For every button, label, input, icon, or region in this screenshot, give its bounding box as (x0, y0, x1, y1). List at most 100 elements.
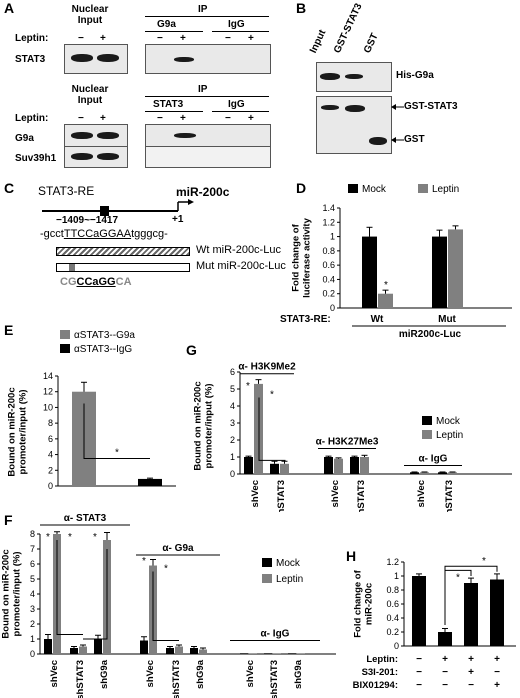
g-y-tick-label: 3 (230, 418, 235, 428)
a-bottom-band-2 (97, 132, 119, 139)
h-treatment-sign: − (416, 667, 422, 678)
a-top-ip-label: IP (198, 4, 208, 15)
f-y-tick-label: 8 (30, 529, 35, 539)
f-y-tick-label: 7 (30, 544, 35, 554)
g-significance-bracket (258, 397, 286, 462)
d-legend-label: Mock (362, 184, 387, 195)
h-treatment-sign: − (494, 667, 500, 678)
g-y-tick-label: 2 (230, 435, 235, 445)
e-y-tick-label: 12 (43, 387, 53, 397)
f-bar (175, 646, 183, 654)
h-bar (412, 576, 426, 646)
a-top-g9a-underline (145, 31, 203, 32)
g-bar (280, 463, 289, 474)
f-significance-star: * (93, 532, 97, 543)
d-y-label: Fold change ofluciferase activity (291, 217, 313, 297)
a-bottom-band-4 (71, 153, 93, 160)
b-row-gst-stat3: GST-STAT3 (404, 101, 458, 112)
a-top-nuclear-input-label: Nuclear Input (71, 4, 109, 26)
e-y-tick-label: 10 (43, 402, 53, 412)
h-y-label: Fold change ofmiR-200c (353, 569, 375, 637)
d-y-tick-label: 0.2 (322, 289, 335, 299)
f-significance-star: * (68, 532, 72, 543)
f-group-label: α- G9a (162, 543, 194, 554)
d-x-tick-label: Mut (438, 314, 456, 325)
panel-label-c: C (4, 180, 15, 196)
c-mut-site-marker (69, 264, 75, 271)
c-wt-label: Wt miR-200c-Luc (196, 244, 281, 256)
f-y-tick-label: 6 (30, 559, 35, 569)
f-significance-bracket (152, 571, 179, 641)
h-y-tick-label: 0.8 (386, 585, 399, 595)
f-x-tick-label: shSTAT3 (269, 660, 280, 698)
d-x-label: miR200c-Luc (399, 329, 462, 338)
a-top-sign-6: + (248, 33, 254, 44)
b-blot-gst (316, 96, 392, 154)
e-y-tick-label: 14 (43, 371, 53, 381)
c-mut-construct (56, 263, 190, 272)
g-legend-label: Leptin (436, 430, 463, 441)
c-mut-seq-a: CG (60, 276, 77, 288)
g-y-tick-label: 1 (230, 452, 235, 462)
d-y-tick-label: 0 (330, 303, 335, 313)
b-row-gst: GST (404, 134, 425, 145)
f-significance-star: * (142, 556, 146, 567)
g-bar (410, 472, 419, 474)
g-legend-swatch (422, 430, 432, 439)
b-arrowhead-gst (391, 137, 396, 143)
f-bar (240, 653, 248, 654)
b-band-4 (345, 105, 365, 112)
b-arrowhead-gst-stat3 (391, 104, 396, 110)
a-bottom-sign-4: + (180, 113, 186, 124)
d-bar (378, 293, 393, 308)
g-group-label: α- H3K9Me2 (238, 362, 296, 373)
f-significance-bracket (83, 549, 108, 640)
f-group-label: α- STAT3 (64, 513, 107, 524)
d-y-tick-label: 0.4 (322, 274, 335, 284)
d-group-prefix: STAT3-RE: (280, 314, 331, 325)
f-group-label: α- IgG (261, 629, 290, 640)
e-legend-label: αSTAT3--IgG (74, 344, 132, 355)
c-sequence: -gcctTTCCaGGAAtgggcg- (40, 228, 168, 240)
h-y-tick-label: 0.6 (386, 599, 399, 609)
f-bar (79, 646, 87, 654)
panel-label-a: A (4, 0, 15, 16)
f-y-tick-label: 0 (30, 649, 35, 659)
g-y-tick-label: 0 (230, 469, 235, 479)
b-band-5 (369, 137, 387, 145)
g-significance-star: * (246, 381, 250, 392)
g-x-tick-label: shVec (330, 480, 341, 507)
f-bar (264, 653, 272, 654)
h-treatment-sign: + (468, 654, 474, 665)
a-bottom-stat3-underline (145, 111, 203, 112)
a-bottom-blot-ip-suv (145, 146, 271, 168)
f-bar (166, 648, 174, 654)
a-bottom-ip-line (145, 96, 269, 97)
h-treatment-sign: + (494, 654, 500, 665)
c-stat3-re-box (100, 206, 109, 216)
a-bottom-row-g9a: G9a (15, 133, 34, 144)
a-top-sign-4: + (180, 33, 186, 44)
g-group-label: α- IgG (419, 454, 448, 465)
h-treatment-sign: − (442, 667, 448, 678)
d-legend-swatch (348, 184, 358, 193)
panel-label-d: D (296, 180, 307, 196)
e-significance-bracket (83, 403, 150, 459)
a-bottom-blot-input-suv (64, 146, 128, 168)
f-y-tick-label: 1 (30, 634, 35, 644)
b-lane-input: Input (308, 28, 329, 55)
b-band-2 (345, 74, 363, 79)
b-row-his-g9a: His-G9a (396, 70, 434, 81)
g-y-label: Bound on miR-200cpromoter/input (%) (193, 381, 215, 470)
f-bar (199, 649, 207, 654)
f-bar (94, 639, 102, 654)
g-significance-star: * (270, 390, 274, 401)
h-treatment-label: S3I-201: (362, 667, 398, 678)
f-legend-label: Leptin (276, 574, 303, 585)
f-x-tick-label: shSTAT3 (171, 660, 182, 698)
d-bar (432, 236, 447, 308)
h-y-tick-label: 0.4 (386, 613, 399, 623)
e-y-tick-label: 2 (48, 465, 53, 475)
f-bar (273, 653, 281, 654)
e-legend-swatch (60, 330, 70, 339)
